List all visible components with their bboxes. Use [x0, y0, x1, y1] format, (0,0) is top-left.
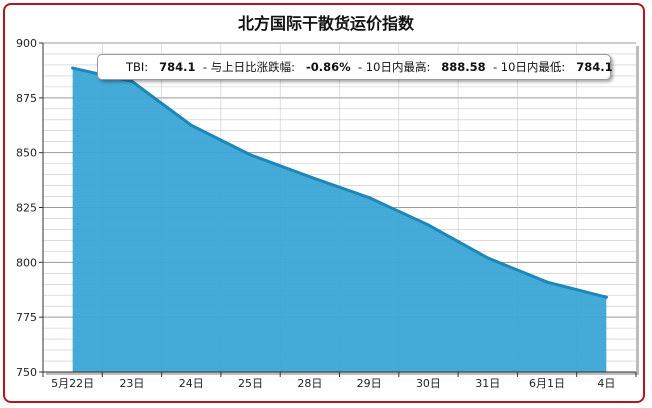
- chart-title: 北方国际干散货运价指数: [237, 14, 414, 33]
- plot-shadow-right: [636, 46, 639, 375]
- data-point: [604, 295, 608, 299]
- data-point: [486, 256, 490, 260]
- low-label: - 10日内最低:: [492, 60, 566, 74]
- info-box: TBI: 784.1 - 与上日比涨跌幅: -0.86% - 10日内最高: 8…: [97, 54, 613, 80]
- data-point: [248, 153, 253, 157]
- series-line: [72, 66, 607, 299]
- series-area: [72, 68, 607, 373]
- change-label: - 与上日比涨跌幅:: [202, 60, 296, 74]
- data-point: [189, 123, 193, 127]
- y-tick-label: 750: [16, 366, 37, 379]
- x-tick-label: 29日: [357, 377, 382, 390]
- y-tick-label: 900: [16, 37, 37, 50]
- data-point: [426, 223, 431, 227]
- y-tick-label: 875: [16, 92, 37, 105]
- data-point: [308, 175, 312, 179]
- x-tick-label: 4日: [597, 377, 615, 390]
- y-tick-label: 850: [16, 147, 37, 160]
- x-tick-label: 28日: [297, 377, 322, 390]
- data-point: [130, 79, 134, 83]
- high-value: 888.58: [441, 60, 486, 74]
- high-label: - 10日内最高:: [358, 60, 431, 74]
- x-tick-label: 23日: [119, 377, 144, 390]
- data-point: [367, 196, 371, 200]
- y-tick-label: 800: [16, 256, 37, 269]
- y-tick-label: 825: [16, 202, 37, 215]
- change-value: -0.86%: [306, 60, 351, 74]
- index-value: 784.1: [159, 60, 196, 74]
- x-tick-label: 30日: [416, 377, 441, 390]
- y-tick-label: 775: [16, 311, 37, 324]
- data-point: [71, 66, 75, 70]
- x-tick-label: 6月1日: [529, 377, 565, 390]
- data-point: [545, 280, 549, 284]
- plot-shadow-bottom: [46, 372, 639, 375]
- low-value: 784.1: [576, 60, 613, 74]
- x-tick-label: 5月22日: [51, 377, 94, 390]
- x-tick-label: 24日: [179, 377, 204, 390]
- index-label: TBI:: [126, 60, 149, 74]
- x-tick-label: 25日: [238, 377, 263, 390]
- x-tick-label: 31日: [475, 377, 500, 390]
